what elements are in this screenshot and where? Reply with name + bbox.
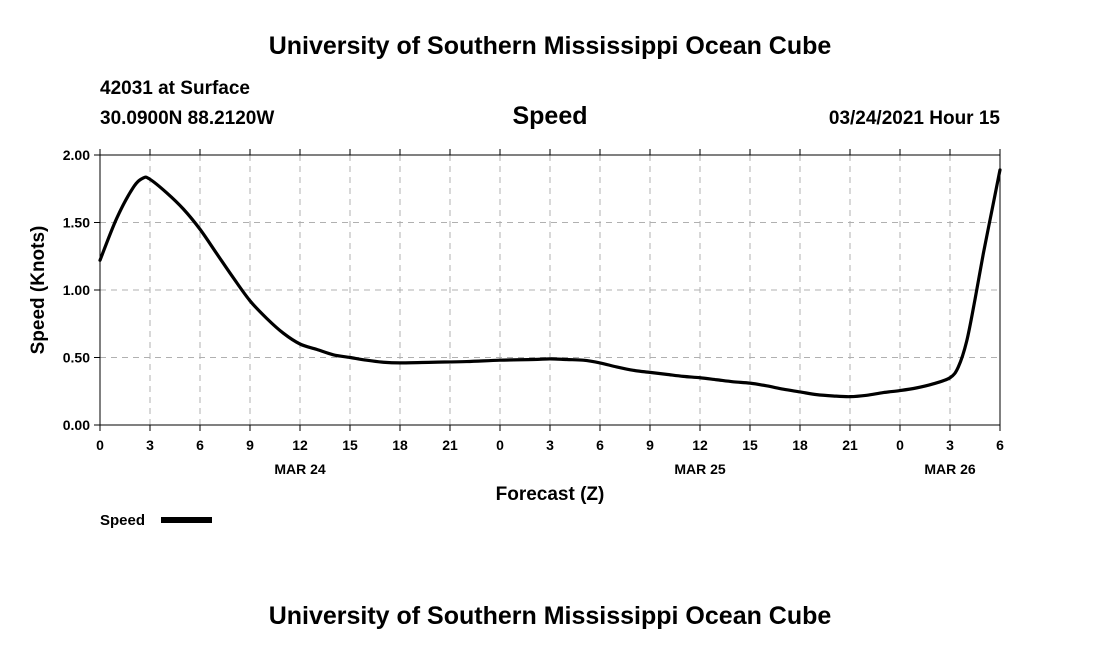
- y-tick-label: 1.50: [63, 215, 90, 231]
- coordinates-label: 30.0900N 88.2120W: [100, 108, 274, 129]
- x-axis: 0 3 6 9 12 15 18 21 0 3 6 9 12 15 18 21 0 3 6 MAR 24 MAR 25 M…: [96, 149, 1004, 477]
- x-tick-label: 6: [996, 437, 1004, 453]
- date-label: MAR 24: [274, 461, 326, 477]
- x-tick-label: 6: [596, 437, 604, 453]
- y-tick-label: 1.00: [63, 282, 90, 298]
- chart-series: [98, 168, 1002, 399]
- x-axis-label: Forecast (Z): [496, 484, 605, 505]
- x-tick-label: 3: [546, 437, 554, 453]
- station-label: 42031 at Surface: [100, 78, 250, 99]
- date-label: MAR 26: [924, 461, 976, 477]
- x-tick-label: 3: [146, 437, 154, 453]
- x-tick-label: 21: [842, 437, 858, 453]
- legend: Speed: [100, 512, 212, 529]
- x-tick-label: 21: [442, 437, 458, 453]
- y-tick-label: 0.00: [63, 417, 90, 433]
- y-axis: 0.00 0.50 1.00 1.50 2.00: [63, 147, 100, 433]
- x-tick-label: 15: [342, 437, 358, 453]
- footer-title: University of Southern Mississippi Ocean…: [269, 602, 832, 630]
- x-tick-label: 6: [196, 437, 204, 453]
- x-tick-label: 12: [292, 437, 308, 453]
- x-tick-label: 18: [792, 437, 808, 453]
- y-tick-label: 2.00: [63, 147, 90, 163]
- x-tick-label: 9: [246, 437, 254, 453]
- legend-label: Speed: [100, 512, 145, 529]
- x-tick-label: 0: [96, 437, 104, 453]
- y-tick-label: 0.50: [63, 350, 90, 366]
- x-tick-label: 15: [742, 437, 758, 453]
- date-label: MAR 25: [674, 461, 726, 477]
- x-tick-label: 12: [692, 437, 708, 453]
- x-tick-label: 0: [896, 437, 904, 453]
- x-tick-label: 18: [392, 437, 408, 453]
- x-tick-label: 3: [946, 437, 954, 453]
- chart-grid: [100, 155, 1000, 425]
- page-title: University of Southern Mississippi Ocean…: [269, 32, 832, 60]
- y-axis-label: Speed (Knots): [28, 226, 49, 355]
- datetime-label: 03/24/2021 Hour 15: [829, 108, 1001, 129]
- series-line-speed: [98, 168, 1002, 399]
- x-tick-label: 0: [496, 437, 504, 453]
- variable-title: Speed: [512, 102, 587, 130]
- x-tick-label: 9: [646, 437, 654, 453]
